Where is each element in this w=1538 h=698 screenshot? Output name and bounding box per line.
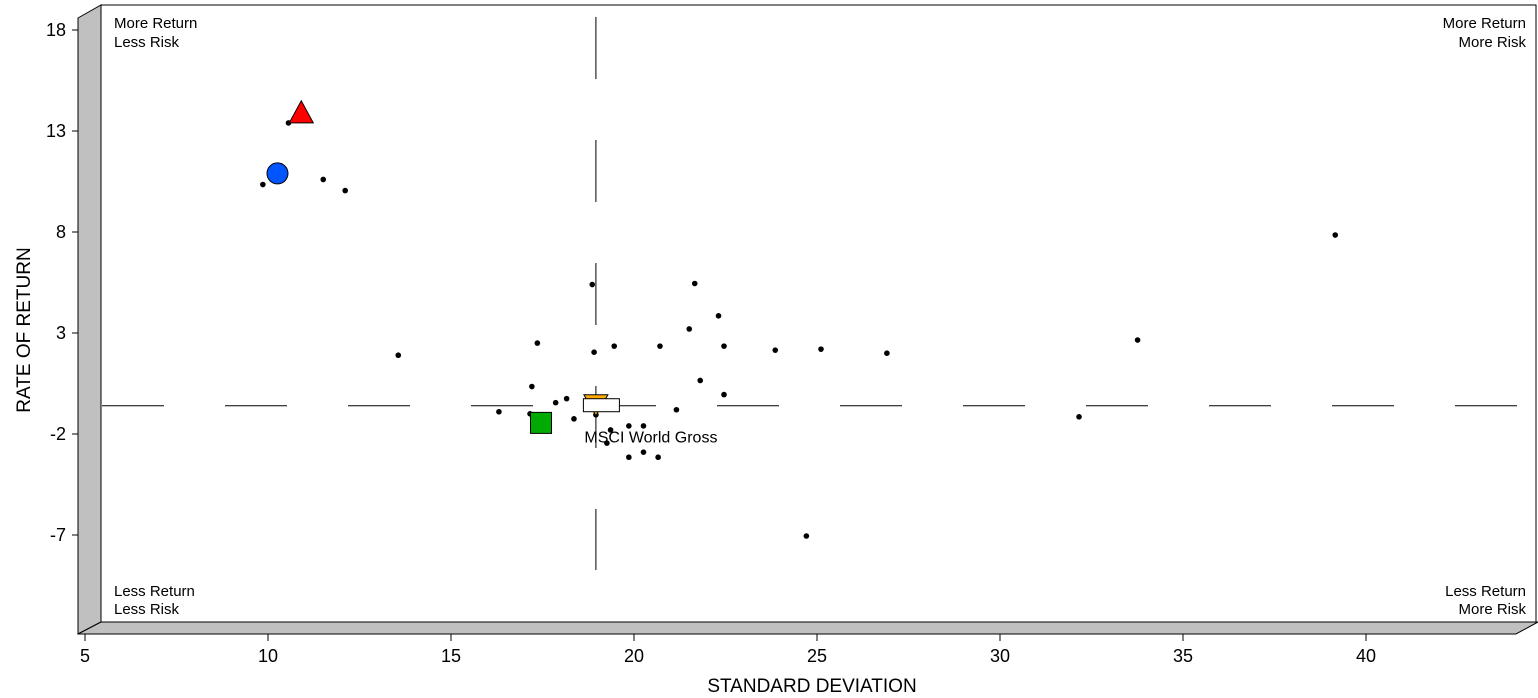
square-marker xyxy=(530,411,553,434)
data-point xyxy=(655,454,661,461)
y-tick-label: -2 xyxy=(50,424,66,444)
y-tick-label: 3 xyxy=(56,323,66,343)
corner-top-left-line1: More Return xyxy=(114,15,197,32)
corner-bottom-left-line2: Less Risk xyxy=(114,601,180,618)
data-point xyxy=(1134,337,1141,343)
data-point xyxy=(611,343,618,349)
corner-top-right-line2: More Risk xyxy=(1458,34,1526,51)
data-point xyxy=(534,340,541,346)
data-point xyxy=(571,416,577,422)
x-tick-label: 20 xyxy=(624,646,644,666)
data-point xyxy=(721,391,727,398)
floor xyxy=(77,621,1538,635)
data-point xyxy=(552,399,559,406)
data-point xyxy=(626,454,632,461)
corner-bottom-left-line1: Less Return xyxy=(114,583,195,600)
x-tick-label: 30 xyxy=(990,646,1010,666)
data-point xyxy=(818,346,824,352)
data-point xyxy=(626,423,632,429)
data-point xyxy=(673,406,680,413)
data-point xyxy=(884,350,890,357)
x-tick-label: 10 xyxy=(258,646,278,666)
x-tick-label: 35 xyxy=(1173,646,1193,666)
data-point xyxy=(640,423,647,429)
y-axis: 18 13 8 3 -2 -7 xyxy=(46,20,78,545)
data-point xyxy=(342,187,349,194)
circle-marker xyxy=(266,162,289,185)
plot-area xyxy=(100,4,1537,623)
data-point xyxy=(715,313,722,319)
x-axis: 5 10 15 20 25 30 35 40 xyxy=(80,634,1376,666)
reference-lines xyxy=(101,17,1536,570)
left-wall xyxy=(77,4,102,635)
data-point xyxy=(640,449,647,455)
y-tick-label: -7 xyxy=(50,525,66,545)
data-point xyxy=(691,280,698,287)
y-axis-title: RATE OF RETURN xyxy=(14,247,35,412)
data-point xyxy=(607,427,614,433)
y-tick-label: 13 xyxy=(46,121,66,141)
data-point xyxy=(563,395,570,402)
data-point xyxy=(697,377,704,384)
data-point xyxy=(260,181,266,188)
benchmark-marker xyxy=(582,398,620,413)
data-point xyxy=(772,347,779,353)
x-axis-title: STANDARD DEVIATION xyxy=(707,676,916,697)
data-point xyxy=(657,343,663,349)
x-tick-label: 5 xyxy=(80,646,90,666)
corner-top-left-line2: Less Risk xyxy=(114,34,180,51)
data-point xyxy=(803,533,810,539)
data-point xyxy=(721,343,727,349)
corner-bottom-right-line2: More Risk xyxy=(1458,601,1526,618)
data-point xyxy=(320,176,327,183)
data-point xyxy=(529,383,535,390)
y-tick-label: 18 xyxy=(46,20,66,40)
data-point xyxy=(589,281,596,288)
data-point xyxy=(1332,232,1339,238)
highlighted-points: MSCI World Gross xyxy=(266,99,717,447)
data-point xyxy=(395,352,402,359)
x-tick-label: 15 xyxy=(441,646,461,666)
data-point xyxy=(591,349,597,355)
data-point xyxy=(686,326,693,332)
x-tick-label: 25 xyxy=(807,646,827,666)
y-tick-label: 8 xyxy=(56,222,66,242)
triangle-up-marker xyxy=(288,99,315,124)
x-tick-label: 40 xyxy=(1356,646,1376,666)
data-point xyxy=(604,440,610,446)
corner-top-right-line1: More Return xyxy=(1443,15,1526,32)
data-point xyxy=(1076,414,1082,420)
benchmark-label: MSCI World Gross xyxy=(584,430,717,447)
corner-bottom-right-line1: Less Return xyxy=(1445,583,1526,600)
data-point xyxy=(496,408,502,415)
